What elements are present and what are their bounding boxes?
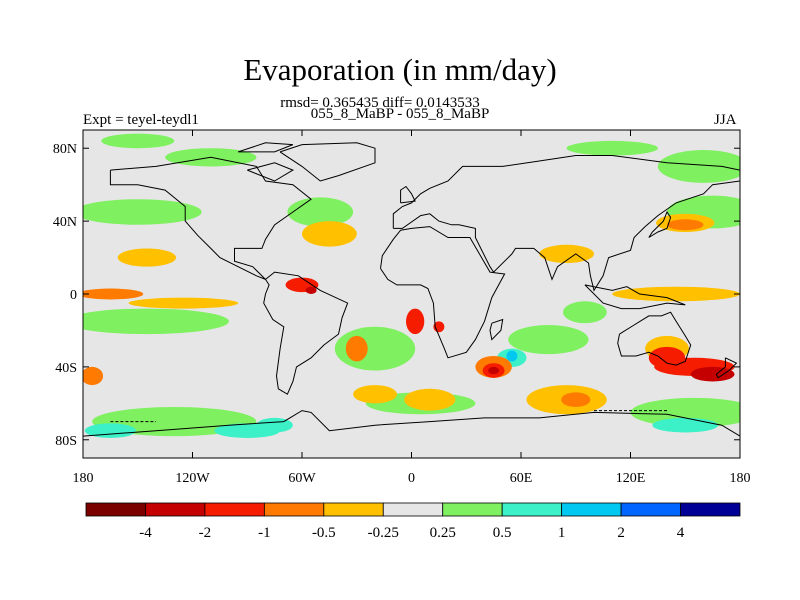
colorbar-box — [204, 502, 265, 517]
y-tick-label: 80S — [55, 434, 77, 449]
coastline-africa — [380, 226, 506, 359]
anomaly-negative-high — [648, 346, 686, 369]
colorbar-box — [620, 502, 681, 517]
y-tick-label: 40N — [53, 215, 77, 230]
colorbar-box — [382, 502, 444, 517]
anomaly-negative-low — [539, 244, 594, 264]
x-tick-label: 180 — [730, 471, 751, 486]
coastline-europe-asia — [392, 155, 740, 292]
colorbar-label: -2 — [199, 525, 212, 541]
colorbar-box — [442, 502, 503, 517]
coastline-uk — [400, 185, 416, 204]
anomaly-positive-low — [630, 397, 740, 428]
x-tick-label: 120E — [616, 471, 646, 486]
colorbar-label: -1 — [258, 525, 271, 541]
anomaly-negative-mid — [83, 366, 104, 386]
y-tick-label: 0 — [70, 288, 77, 303]
coastline-japan — [648, 210, 672, 238]
anomaly-positive-low — [101, 133, 175, 149]
axis-ticks: 180 120W 60W 0 60E 120E 180 80N 40N 0 40S 80S — [53, 130, 751, 486]
y-tick-label: 80N — [53, 142, 77, 157]
coastline-madagascar — [489, 318, 504, 341]
coastline-greenland — [279, 142, 376, 182]
coastline-baffin — [247, 162, 295, 182]
experiment-label: Expt = teyel-teydl1 — [83, 112, 199, 128]
x-tick-label: 60E — [510, 471, 533, 486]
anomaly-negative-low — [612, 286, 740, 302]
map-subtitle: 055_8_MaBP - 055_8_MaBP — [310, 106, 490, 122]
anomaly-negative-mid — [345, 335, 368, 362]
anomaly-negative-max — [305, 286, 317, 294]
colorbar-box — [85, 502, 146, 517]
colorbar-label: -4 — [139, 525, 152, 541]
anomaly-positive-mid — [256, 417, 293, 433]
colorbar-box — [561, 502, 622, 517]
coastline-new-zealand — [715, 357, 738, 379]
anomaly-negative-low — [353, 385, 397, 404]
x-tick-label: 180 — [73, 471, 94, 486]
y-tick-label: 40S — [55, 361, 77, 376]
colorbar-label: 2 — [617, 525, 625, 541]
coastline-south-america — [263, 271, 349, 395]
anomaly-negative-mid — [561, 392, 591, 407]
anomaly-negative-max — [690, 366, 735, 382]
colorbar-label: -0.25 — [368, 525, 399, 541]
coastline-ellesmere — [237, 142, 294, 153]
anomaly-negative-max — [488, 366, 500, 375]
stats-label: rmsd= 0.365435 diff= 0.0143533 — [280, 95, 480, 111]
x-tick-label: 120W — [175, 471, 210, 486]
anomaly-negative-mid — [83, 288, 144, 300]
anomaly-positive-low — [83, 199, 202, 225]
colorbar-label: 0.25 — [430, 525, 456, 541]
anomaly-positive-low — [657, 150, 740, 183]
colorbar-label: 4 — [677, 525, 685, 541]
anomaly-negative-mid — [667, 219, 704, 231]
colorbar-box — [323, 502, 384, 517]
colorbar-label: 0.5 — [493, 525, 512, 541]
anomaly-positive-low — [566, 140, 658, 156]
coastline-antarctica — [83, 410, 740, 437]
anomaly-positive-low — [508, 324, 589, 355]
anomaly-negative-low — [117, 248, 177, 267]
coastline-layer — [83, 142, 740, 437]
plot-area — [83, 130, 740, 458]
coastline-australia — [617, 311, 692, 366]
coastline-north-america — [109, 156, 312, 280]
season-label: JJA — [714, 112, 737, 128]
colorbar-box — [680, 502, 741, 517]
colorbar-label: -0.5 — [312, 525, 336, 541]
x-tick-label: 0 — [408, 471, 415, 486]
anomaly-layer — [83, 133, 740, 438]
anomaly-positive-high — [506, 350, 518, 362]
anomaly-negative-high — [406, 308, 425, 335]
colorbar-label: 1 — [558, 525, 566, 541]
anomaly-positive-low — [83, 308, 229, 335]
colorbar-box — [145, 502, 206, 517]
coastline-indonesia — [584, 284, 686, 310]
anomaly-negative-low — [128, 297, 239, 309]
colorbar-box — [501, 502, 563, 517]
anomaly-positive-mid — [84, 423, 136, 438]
x-tick-label: 60W — [288, 471, 316, 486]
anomaly-positive-low — [562, 301, 607, 324]
anomaly-negative-low — [302, 221, 357, 247]
colorbar-box — [263, 502, 325, 517]
anomaly-negative-low — [404, 388, 456, 411]
colorbar: -4 -2 -1 -0.5 -0.25 0.25 0.5 1 2 4 — [85, 502, 741, 541]
anomaly-positive-mid — [652, 417, 719, 433]
map-title: Evaporation (in mm/day) — [243, 52, 557, 87]
